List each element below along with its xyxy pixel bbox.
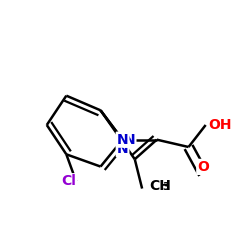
Text: Cl: Cl bbox=[61, 174, 76, 188]
Text: 3: 3 bbox=[162, 182, 169, 192]
Text: N: N bbox=[117, 133, 128, 147]
Text: OH: OH bbox=[208, 118, 232, 132]
Text: O: O bbox=[197, 160, 209, 174]
Text: N: N bbox=[117, 142, 128, 156]
Text: N: N bbox=[124, 133, 136, 147]
Text: CH: CH bbox=[150, 179, 171, 193]
